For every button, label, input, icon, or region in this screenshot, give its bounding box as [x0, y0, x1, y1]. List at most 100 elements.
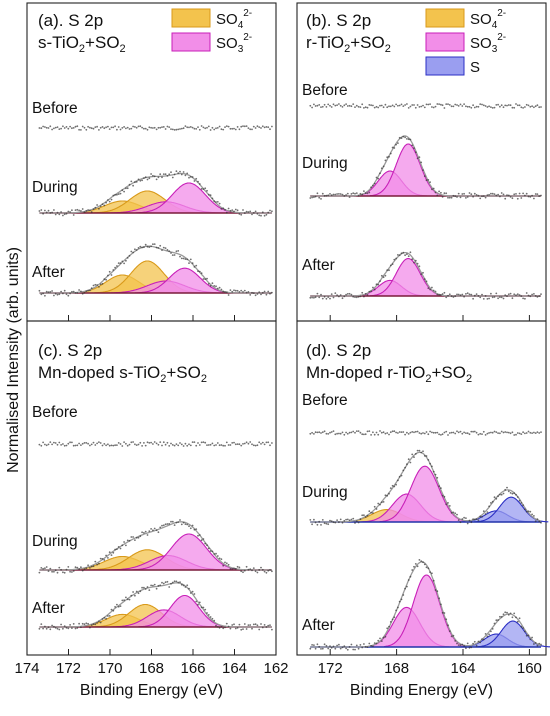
data-point — [506, 486, 508, 489]
data-point — [486, 298, 489, 300]
data-point — [313, 296, 315, 299]
data-point — [404, 104, 406, 106]
panel-title: (d). S 2p — [306, 341, 371, 360]
x-tick-label: 172 — [56, 660, 81, 677]
data-point — [47, 127, 50, 129]
data-point — [434, 431, 437, 434]
data-point — [445, 296, 448, 299]
data-point — [233, 623, 235, 626]
data-point — [125, 442, 127, 445]
data-point — [524, 297, 526, 300]
data-point — [386, 432, 389, 434]
data-point — [441, 293, 444, 295]
data-point — [162, 441, 165, 444]
data-point — [134, 443, 136, 446]
data-point — [229, 627, 232, 630]
data-point — [309, 647, 312, 650]
data-point — [207, 614, 210, 616]
data-point — [330, 520, 333, 523]
data-point — [420, 273, 423, 276]
data-point — [339, 647, 342, 650]
data-point — [465, 432, 467, 434]
data-point — [318, 645, 321, 648]
data-point — [493, 622, 496, 625]
data-point — [112, 444, 115, 447]
data-point — [227, 625, 230, 628]
panel-a: (a). S 2ps-TiO2+SO2SO42-SO32-BeforeDurin… — [26, 2, 277, 322]
data-point — [195, 177, 198, 180]
data-point — [240, 628, 243, 631]
data-point — [251, 213, 253, 216]
data-point — [443, 495, 446, 498]
data-point — [177, 581, 180, 584]
data-point — [139, 125, 142, 128]
data-point — [236, 565, 239, 568]
data-point — [357, 647, 360, 650]
data-point — [466, 522, 469, 525]
data-point — [53, 209, 55, 211]
data-point — [311, 106, 313, 109]
data-point — [148, 589, 151, 591]
data-point — [321, 431, 324, 434]
data-point — [423, 563, 426, 566]
data-point — [42, 212, 44, 215]
data-point — [67, 210, 70, 213]
data-point — [271, 125, 273, 128]
data-point — [334, 104, 337, 107]
data-point — [202, 441, 205, 443]
data-point — [80, 444, 82, 446]
data-point — [98, 620, 100, 623]
data-point — [434, 290, 437, 293]
data-point — [454, 195, 457, 198]
data-point — [325, 644, 328, 647]
data-point — [359, 431, 362, 434]
data-point — [314, 105, 317, 107]
data-point — [425, 431, 428, 433]
data-point — [90, 211, 93, 213]
data-point — [400, 598, 403, 601]
data-point — [258, 291, 261, 293]
data-point — [477, 640, 480, 643]
data-point — [488, 193, 490, 196]
data-point — [404, 254, 406, 257]
data-point — [499, 105, 501, 108]
data-point — [76, 566, 79, 569]
data-point — [71, 627, 73, 629]
data-point — [531, 513, 533, 516]
data-point — [271, 291, 273, 294]
data-point — [357, 521, 360, 524]
data-point — [218, 444, 221, 447]
data-point — [456, 293, 458, 296]
data-point — [119, 547, 122, 550]
data-point — [269, 444, 271, 447]
data-point — [346, 105, 349, 107]
data-point — [354, 192, 356, 195]
data-point — [456, 196, 458, 198]
data-point — [436, 590, 439, 593]
data-point — [74, 209, 77, 212]
data-point — [388, 105, 390, 108]
data-point — [245, 125, 248, 127]
data-point — [200, 441, 203, 444]
data-point — [90, 565, 93, 568]
data-point — [126, 257, 129, 259]
data-point — [211, 550, 214, 553]
data-point — [427, 103, 430, 106]
data-point — [416, 104, 419, 106]
data-point — [78, 568, 80, 570]
data-point — [330, 106, 333, 108]
data-point — [202, 278, 205, 280]
data-point — [352, 192, 355, 195]
data-point — [316, 292, 319, 295]
data-point — [361, 103, 364, 106]
data-point — [130, 594, 133, 597]
data-point — [168, 173, 171, 176]
raw-data-points — [38, 125, 273, 131]
data-point — [407, 255, 410, 258]
data-point — [263, 624, 266, 626]
data-point — [238, 291, 241, 293]
data-point — [265, 571, 268, 574]
data-point — [491, 500, 494, 503]
data-point — [206, 444, 208, 446]
data-point — [431, 106, 433, 108]
